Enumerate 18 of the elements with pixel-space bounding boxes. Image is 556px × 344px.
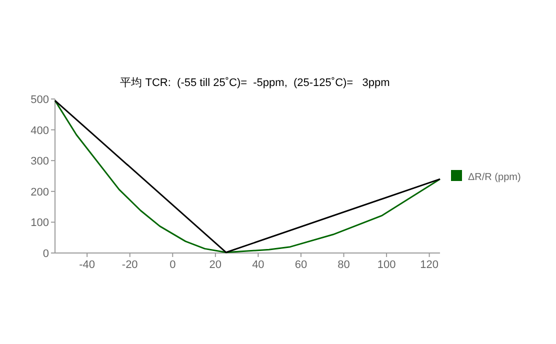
y-tick-label: 0 bbox=[42, 248, 49, 260]
x-tick-label: 60 bbox=[294, 259, 308, 271]
y-tick-label: 100 bbox=[30, 217, 49, 230]
x-tick-label: 80 bbox=[338, 259, 350, 271]
x-tick-label: 120 bbox=[420, 259, 438, 271]
x-tick-label: 0 bbox=[170, 259, 176, 271]
line-series bbox=[54, 100, 441, 254]
y-tick-label: 500 bbox=[30, 94, 49, 106]
x-tick-label: 40 bbox=[252, 259, 264, 271]
x-tick-label: -20 bbox=[122, 259, 138, 271]
legend-label: ΔR/R (ppm) bbox=[468, 172, 521, 183]
x-tick-label: 20 bbox=[209, 259, 222, 271]
chart-title: 平均 TCR: (-55 till 25˚C)= -5ppm, (25-125˚C)= 3ppm bbox=[120, 77, 390, 89]
y-tick-label: 400 bbox=[30, 124, 49, 137]
y-tick-label: 300 bbox=[30, 156, 49, 168]
x-tick-label: 100 bbox=[377, 259, 396, 271]
y-tick-label: 200 bbox=[30, 186, 49, 198]
x-tick-label: -40 bbox=[79, 259, 96, 271]
